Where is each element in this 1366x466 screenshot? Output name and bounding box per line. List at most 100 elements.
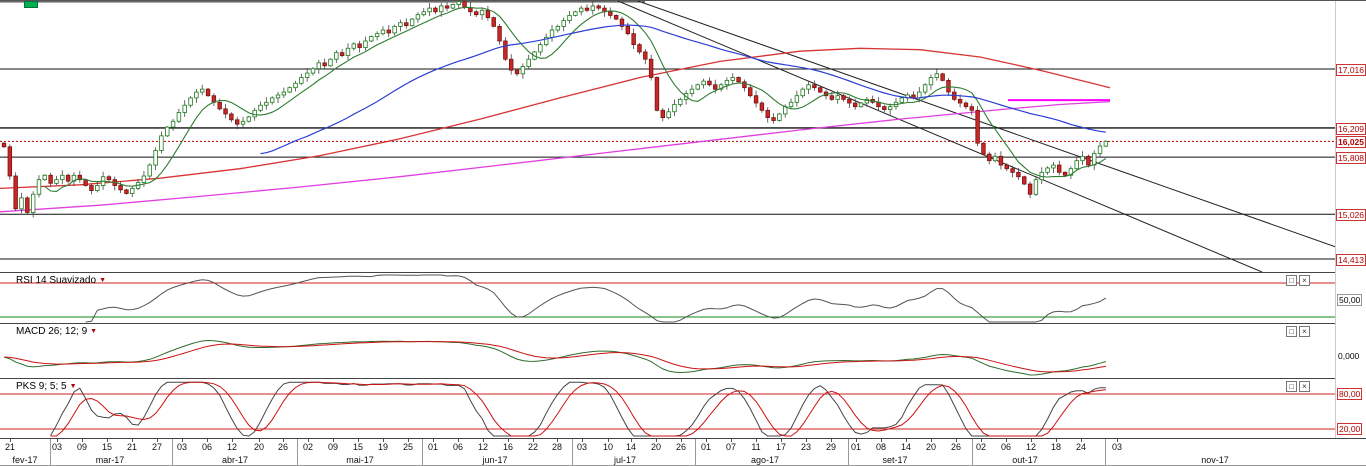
rsi-plot[interactable]: [0, 273, 1336, 323]
tick-mark: [1117, 439, 1118, 442]
date-tick-label: 02: [975, 442, 987, 452]
date-tick-label: 24: [1075, 442, 1087, 452]
tick-mark: [756, 439, 757, 442]
date-tick-label: 22: [527, 442, 539, 452]
month-separator: [848, 439, 849, 465]
tick-mark: [806, 439, 807, 442]
date-tick-label: 03: [176, 442, 188, 452]
rsi-header[interactable]: RSI 14 Suavizado ▼: [16, 275, 106, 286]
month-label: out-17: [1012, 455, 1038, 465]
tick-mark: [831, 439, 832, 442]
tick-mark: [656, 439, 657, 442]
pks-restore-button[interactable]: □: [1286, 381, 1297, 392]
date-tick-label: 17: [775, 442, 787, 452]
date-tick-label: 10: [602, 442, 614, 452]
date-tick-label: 15: [101, 442, 113, 452]
tick-mark: [82, 439, 83, 442]
date-tick-label: 28: [551, 442, 563, 452]
tick-mark: [956, 439, 957, 442]
date-tick-label: 23: [800, 442, 812, 452]
macd-header[interactable]: MACD 26; 12; 9 ▼: [16, 326, 97, 337]
tick-mark: [731, 439, 732, 442]
chevron-down-icon[interactable]: ▼: [69, 382, 77, 390]
date-tick-label: 06: [1000, 442, 1012, 452]
pks-plot[interactable]: [0, 379, 1336, 438]
month-separator: [972, 439, 973, 465]
chevron-down-icon[interactable]: ▼: [90, 327, 98, 335]
chevron-down-icon[interactable]: ▼: [99, 276, 106, 284]
month-separator: [572, 439, 573, 465]
month-label: mai-17: [346, 455, 374, 465]
date-tick-label: 08: [875, 442, 887, 452]
date-tick-label: 01: [427, 442, 439, 452]
tick-mark: [483, 439, 484, 442]
price-axis[interactable]: 17,016 16,209 16,025 15,808 15,026 14,413 50,0…: [1335, 1, 1366, 438]
month-label: ago-17: [750, 455, 780, 465]
macd-restore-button[interactable]: □: [1286, 326, 1297, 337]
date-tick-label: 21: [4, 442, 16, 452]
tick-mark: [57, 439, 58, 442]
date-tick-label: 25: [402, 442, 414, 452]
tick-mark: [157, 439, 158, 442]
candlestick-plot[interactable]: [0, 1, 1336, 272]
price-axis-label: 16,025: [1336, 136, 1366, 149]
time-axis[interactable]: 21 03 09 15 21 27 03 06 12 20 26 02 09 15 19 25 01 06 12 16…: [0, 438, 1366, 465]
price-axis-label: 16,209: [1336, 122, 1366, 135]
pks-close-button[interactable]: ×: [1299, 381, 1310, 392]
date-tick-label: 01: [700, 442, 712, 452]
tick-mark: [10, 439, 11, 442]
tick-mark: [631, 439, 632, 442]
tick-mark: [259, 439, 260, 442]
rsi-axis-label: 50,00: [1337, 294, 1363, 306]
rsi-label: RSI 14 Suavizado: [16, 275, 97, 286]
date-tick-label: 07: [725, 442, 737, 452]
macd-panel[interactable]: MACD 26; 12; 9 ▼ □ ×: [0, 323, 1336, 378]
tick-mark: [706, 439, 707, 442]
month-label: jun-17: [482, 455, 508, 465]
date-tick-label: 06: [452, 442, 464, 452]
date-tick-label: 02: [302, 442, 314, 452]
date-tick-label: 15: [352, 442, 364, 452]
tick-mark: [1056, 439, 1057, 442]
date-tick-label: 03: [1111, 442, 1123, 452]
macd-plot[interactable]: [0, 324, 1336, 378]
tick-mark: [931, 439, 932, 442]
pks-header[interactable]: PKS 9; 5; 5 ▼: [16, 381, 77, 392]
tick-mark: [383, 439, 384, 442]
month-label: abr-17: [221, 455, 249, 465]
pks-label: PKS 9; 5; 5: [16, 381, 67, 392]
date-tick-label: 26: [277, 442, 289, 452]
tick-mark: [333, 439, 334, 442]
month-separator: [422, 439, 423, 465]
macd-close-button[interactable]: ×: [1299, 326, 1310, 337]
date-tick-label: 09: [327, 442, 339, 452]
tick-mark: [856, 439, 857, 442]
month-label: nov-17: [1201, 455, 1229, 465]
tick-mark: [1031, 439, 1032, 442]
rsi-close-button[interactable]: ×: [1299, 275, 1310, 286]
date-tick-label: 16: [502, 442, 514, 452]
tick-mark: [283, 439, 284, 442]
date-tick-label: 03: [51, 442, 63, 452]
tick-mark: [906, 439, 907, 442]
month-separator: [172, 439, 173, 465]
rsi-panel[interactable]: RSI 14 Suavizado ▼ □ ×: [0, 272, 1336, 323]
month-separator: [695, 439, 696, 465]
price-chart-panel[interactable]: [0, 1, 1336, 272]
date-tick-label: 27: [151, 442, 163, 452]
price-axis-label: 17,016: [1336, 64, 1366, 76]
tick-mark: [881, 439, 882, 442]
rsi-restore-button[interactable]: □: [1286, 275, 1297, 286]
tick-mark: [533, 439, 534, 442]
tick-mark: [308, 439, 309, 442]
date-tick-label: 01: [850, 442, 862, 452]
tick-mark: [433, 439, 434, 442]
tick-mark: [981, 439, 982, 442]
date-tick-label: 26: [950, 442, 962, 452]
pks-panel[interactable]: PKS 9; 5; 5 ▼ □ ×: [0, 378, 1336, 438]
date-tick-label: 12: [477, 442, 489, 452]
tick-mark: [182, 439, 183, 442]
tick-mark: [557, 439, 558, 442]
tick-mark: [358, 439, 359, 442]
month-label: jul-17: [613, 455, 637, 465]
